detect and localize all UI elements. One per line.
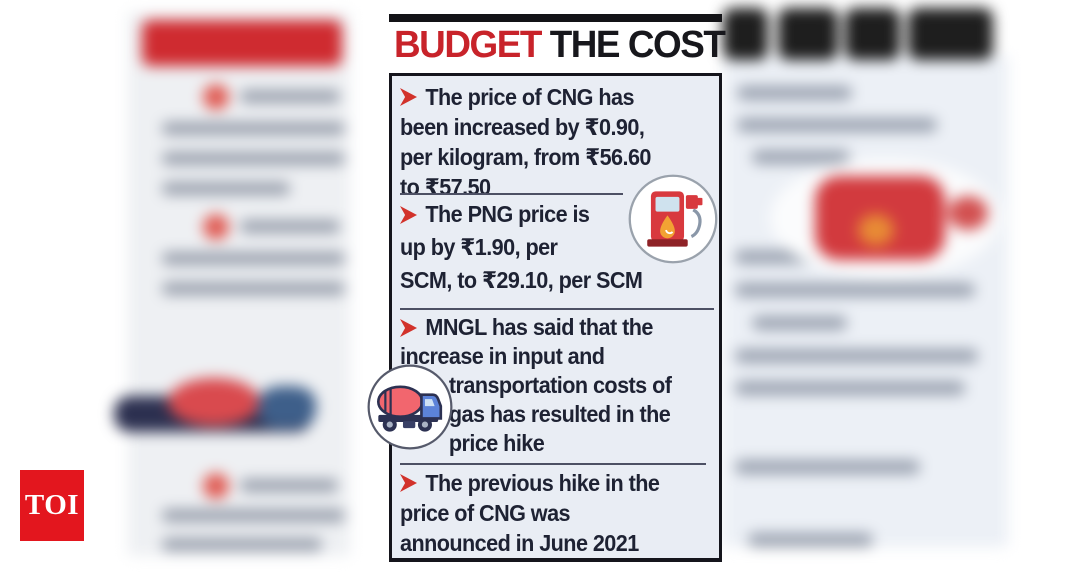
blurred-truck-cab — [258, 386, 316, 428]
bullet-png-price-hike: The PNG price is up by ₹1.90, per SCM, t… — [400, 198, 718, 297]
blurred-text-line — [748, 533, 873, 547]
bullet-line: to ₹57.50 — [400, 174, 491, 200]
title-words-the-cost: THE COST — [540, 24, 726, 66]
fuel-pump-icon — [627, 173, 719, 265]
bullet-line: transportation costs of — [448, 372, 672, 398]
bullet-line: been increased by ₹0.90, — [400, 114, 645, 140]
bullet-line: per kilogram, from ₹56.60 — [400, 144, 651, 170]
blurred-text-line — [240, 220, 340, 233]
bullet-line: The previous hike in the — [425, 470, 660, 496]
bullet-line: price of CNG was — [400, 500, 571, 526]
bullet-line: MNGL has said that the — [425, 314, 653, 340]
blurred-bullet-dot — [203, 84, 229, 110]
top-rule — [389, 14, 722, 22]
blurred-text-line — [162, 152, 345, 165]
blurred-text-line — [735, 460, 920, 474]
blurred-red-headline — [142, 20, 342, 66]
bullet-line: gas has resulted in the — [448, 401, 671, 427]
blurred-text-line — [735, 283, 975, 297]
infographic-panel: BUDGET THE COST The price of CNG has bee… — [367, 14, 726, 562]
bullet-line: up by ₹1.90, per — [400, 234, 558, 260]
blurred-text-line — [752, 150, 850, 164]
title-word-budget: BUDGET — [394, 24, 542, 66]
divider — [400, 193, 623, 195]
bullet-mngl-cost-explanation: MNGL has said that the increase in input… — [400, 313, 718, 458]
bullet-line: announced in June 2021 — [400, 530, 639, 556]
divider — [400, 308, 714, 310]
blurred-title-letter — [908, 8, 993, 60]
blurred-text-line — [240, 90, 340, 103]
blurred-pump-drop — [858, 214, 894, 246]
bullet-line: SCM, to ₹29.10, per SCM — [400, 267, 643, 293]
blurred-text-line — [162, 509, 345, 522]
blurred-bullet-dot — [203, 214, 229, 240]
divider — [400, 463, 706, 465]
bullet-previous-hike: The previous hike in the price of CNG wa… — [400, 468, 718, 558]
toi-logo: TOI — [20, 470, 84, 541]
blurred-text-line — [735, 349, 978, 363]
infographic-title: BUDGET THE COST — [394, 24, 726, 67]
bullet-line: price hike — [448, 430, 545, 456]
blurred-text-line — [735, 381, 965, 395]
bullet-line: The price of CNG has — [425, 84, 634, 110]
blurred-text-line — [737, 86, 852, 100]
blurred-text-line — [240, 479, 338, 492]
blurred-bullet-dot — [203, 473, 229, 499]
blurred-text-line — [162, 282, 345, 295]
blurred-title-letter — [845, 8, 900, 60]
blurred-truck-tank — [168, 378, 260, 426]
content-box — [389, 73, 722, 562]
blurred-text-line — [162, 122, 345, 135]
blurred-title-letter — [723, 8, 768, 60]
blurred-text-line — [162, 538, 322, 551]
blurred-text-line — [752, 316, 847, 330]
blurred-text-line — [162, 252, 345, 265]
blurred-text-line — [737, 118, 937, 132]
bullet-cng-price-hike: The price of CNG has been increased by ₹… — [400, 82, 718, 202]
bullet-line: increase in input and — [400, 343, 605, 369]
bullet-line: The PNG price is — [425, 201, 590, 227]
blurred-text-line — [162, 182, 290, 195]
blurred-title-letter — [778, 8, 838, 60]
tanker-truck-icon — [366, 363, 454, 451]
blurred-pump-nozzle — [948, 196, 988, 230]
